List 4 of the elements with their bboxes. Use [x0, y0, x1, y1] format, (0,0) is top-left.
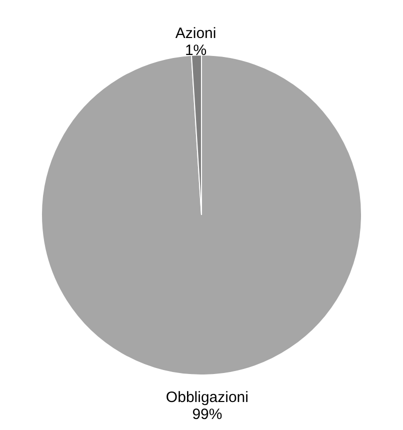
slice-label: Azioni — [175, 25, 216, 42]
slice-label: Obbligazioni — [166, 388, 248, 406]
data-label: 99% — [192, 406, 222, 423]
data-label: 1% — [184, 42, 207, 60]
